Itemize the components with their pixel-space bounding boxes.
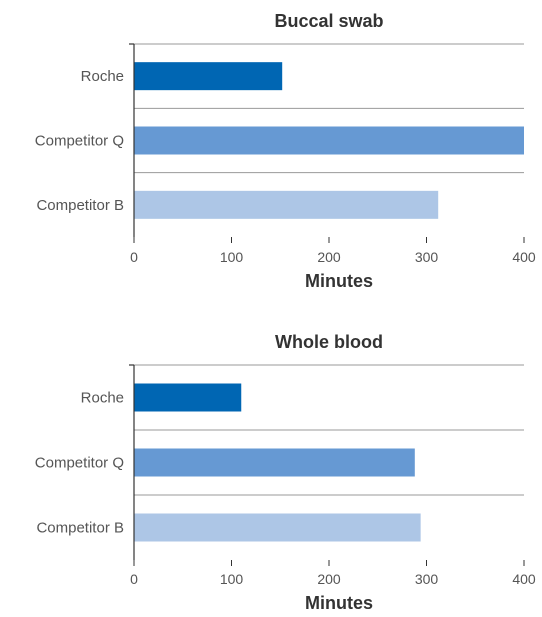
x-tick-label: 400 [512,571,536,587]
chart-panel-2: Whole blood Roche Competitor Q Competitor B… [35,332,536,613]
chart-panel-1: Buccal swab Roche Competitor Q Competitor B… [35,11,536,291]
x-tick-label: 100 [220,571,244,587]
x-tick-label: 0 [130,571,138,587]
bar-competitor-q [134,448,415,477]
x-tick-label: 300 [415,249,439,265]
category-label: Competitor Q [35,133,124,150]
category-label: Roche [81,68,124,85]
x-tick-label: 300 [415,571,439,587]
category-label: Competitor Q [35,455,124,472]
x-tick-label: 100 [220,249,244,265]
category-label: Competitor B [36,520,124,537]
x-axis-label: Minutes [305,271,373,291]
bar-roche [134,383,242,412]
bar-competitor-b [134,513,421,542]
x-tick-label: 200 [317,249,341,265]
x-tick-label: 0 [130,249,138,265]
chart-title: Buccal swab [274,11,383,31]
category-label: Roche [81,390,124,407]
bar-competitor-q [134,126,524,155]
x-tick-label: 200 [317,571,341,587]
bar-roche [134,62,283,91]
x-axis-label: Minutes [305,593,373,613]
category-label: Competitor B [36,197,124,214]
x-tick-label: 400 [512,249,536,265]
bar-competitor-b [134,190,439,219]
chart-title: Whole blood [275,332,383,352]
